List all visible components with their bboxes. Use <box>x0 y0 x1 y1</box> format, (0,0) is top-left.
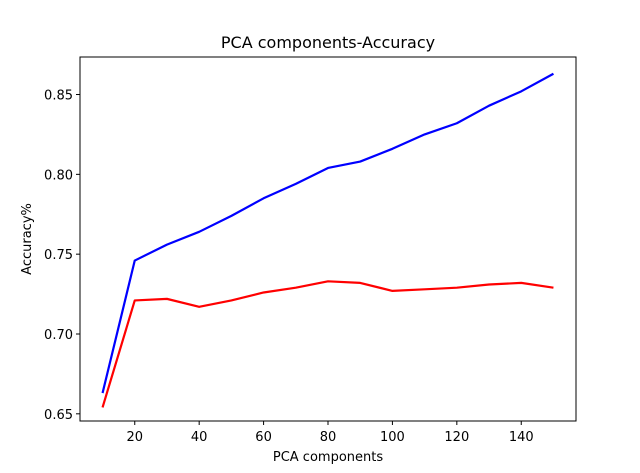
y-tick-label: 0.70 <box>44 328 73 343</box>
plot-area <box>101 72 554 408</box>
y-tick-label: 0.85 <box>44 89 73 104</box>
x-tick-label: 120 <box>444 430 469 445</box>
x-axis-label: PCA components <box>273 450 383 465</box>
x-tick-label: 100 <box>380 430 405 445</box>
x-tick-label: 60 <box>255 430 272 445</box>
y-tick-label: 0.75 <box>44 248 73 263</box>
y-axis-ticks: 0.65 0.70 0.75 0.80 0.85 <box>44 89 80 423</box>
chart-title: PCA components-Accuracy <box>221 33 435 52</box>
x-axis-ticks: 20 40 60 80 100 120 140 <box>126 421 534 445</box>
series-line-1 <box>101 72 554 394</box>
y-tick-label: 0.65 <box>44 408 73 423</box>
series-line-2 <box>101 280 554 408</box>
x-tick-label: 40 <box>191 430 208 445</box>
x-tick-label: 20 <box>126 430 143 445</box>
y-axis-label: Accuracy% <box>20 203 35 275</box>
y-tick-label: 0.80 <box>44 168 73 183</box>
x-tick-label: 80 <box>320 430 337 445</box>
x-tick-label: 140 <box>509 430 534 445</box>
